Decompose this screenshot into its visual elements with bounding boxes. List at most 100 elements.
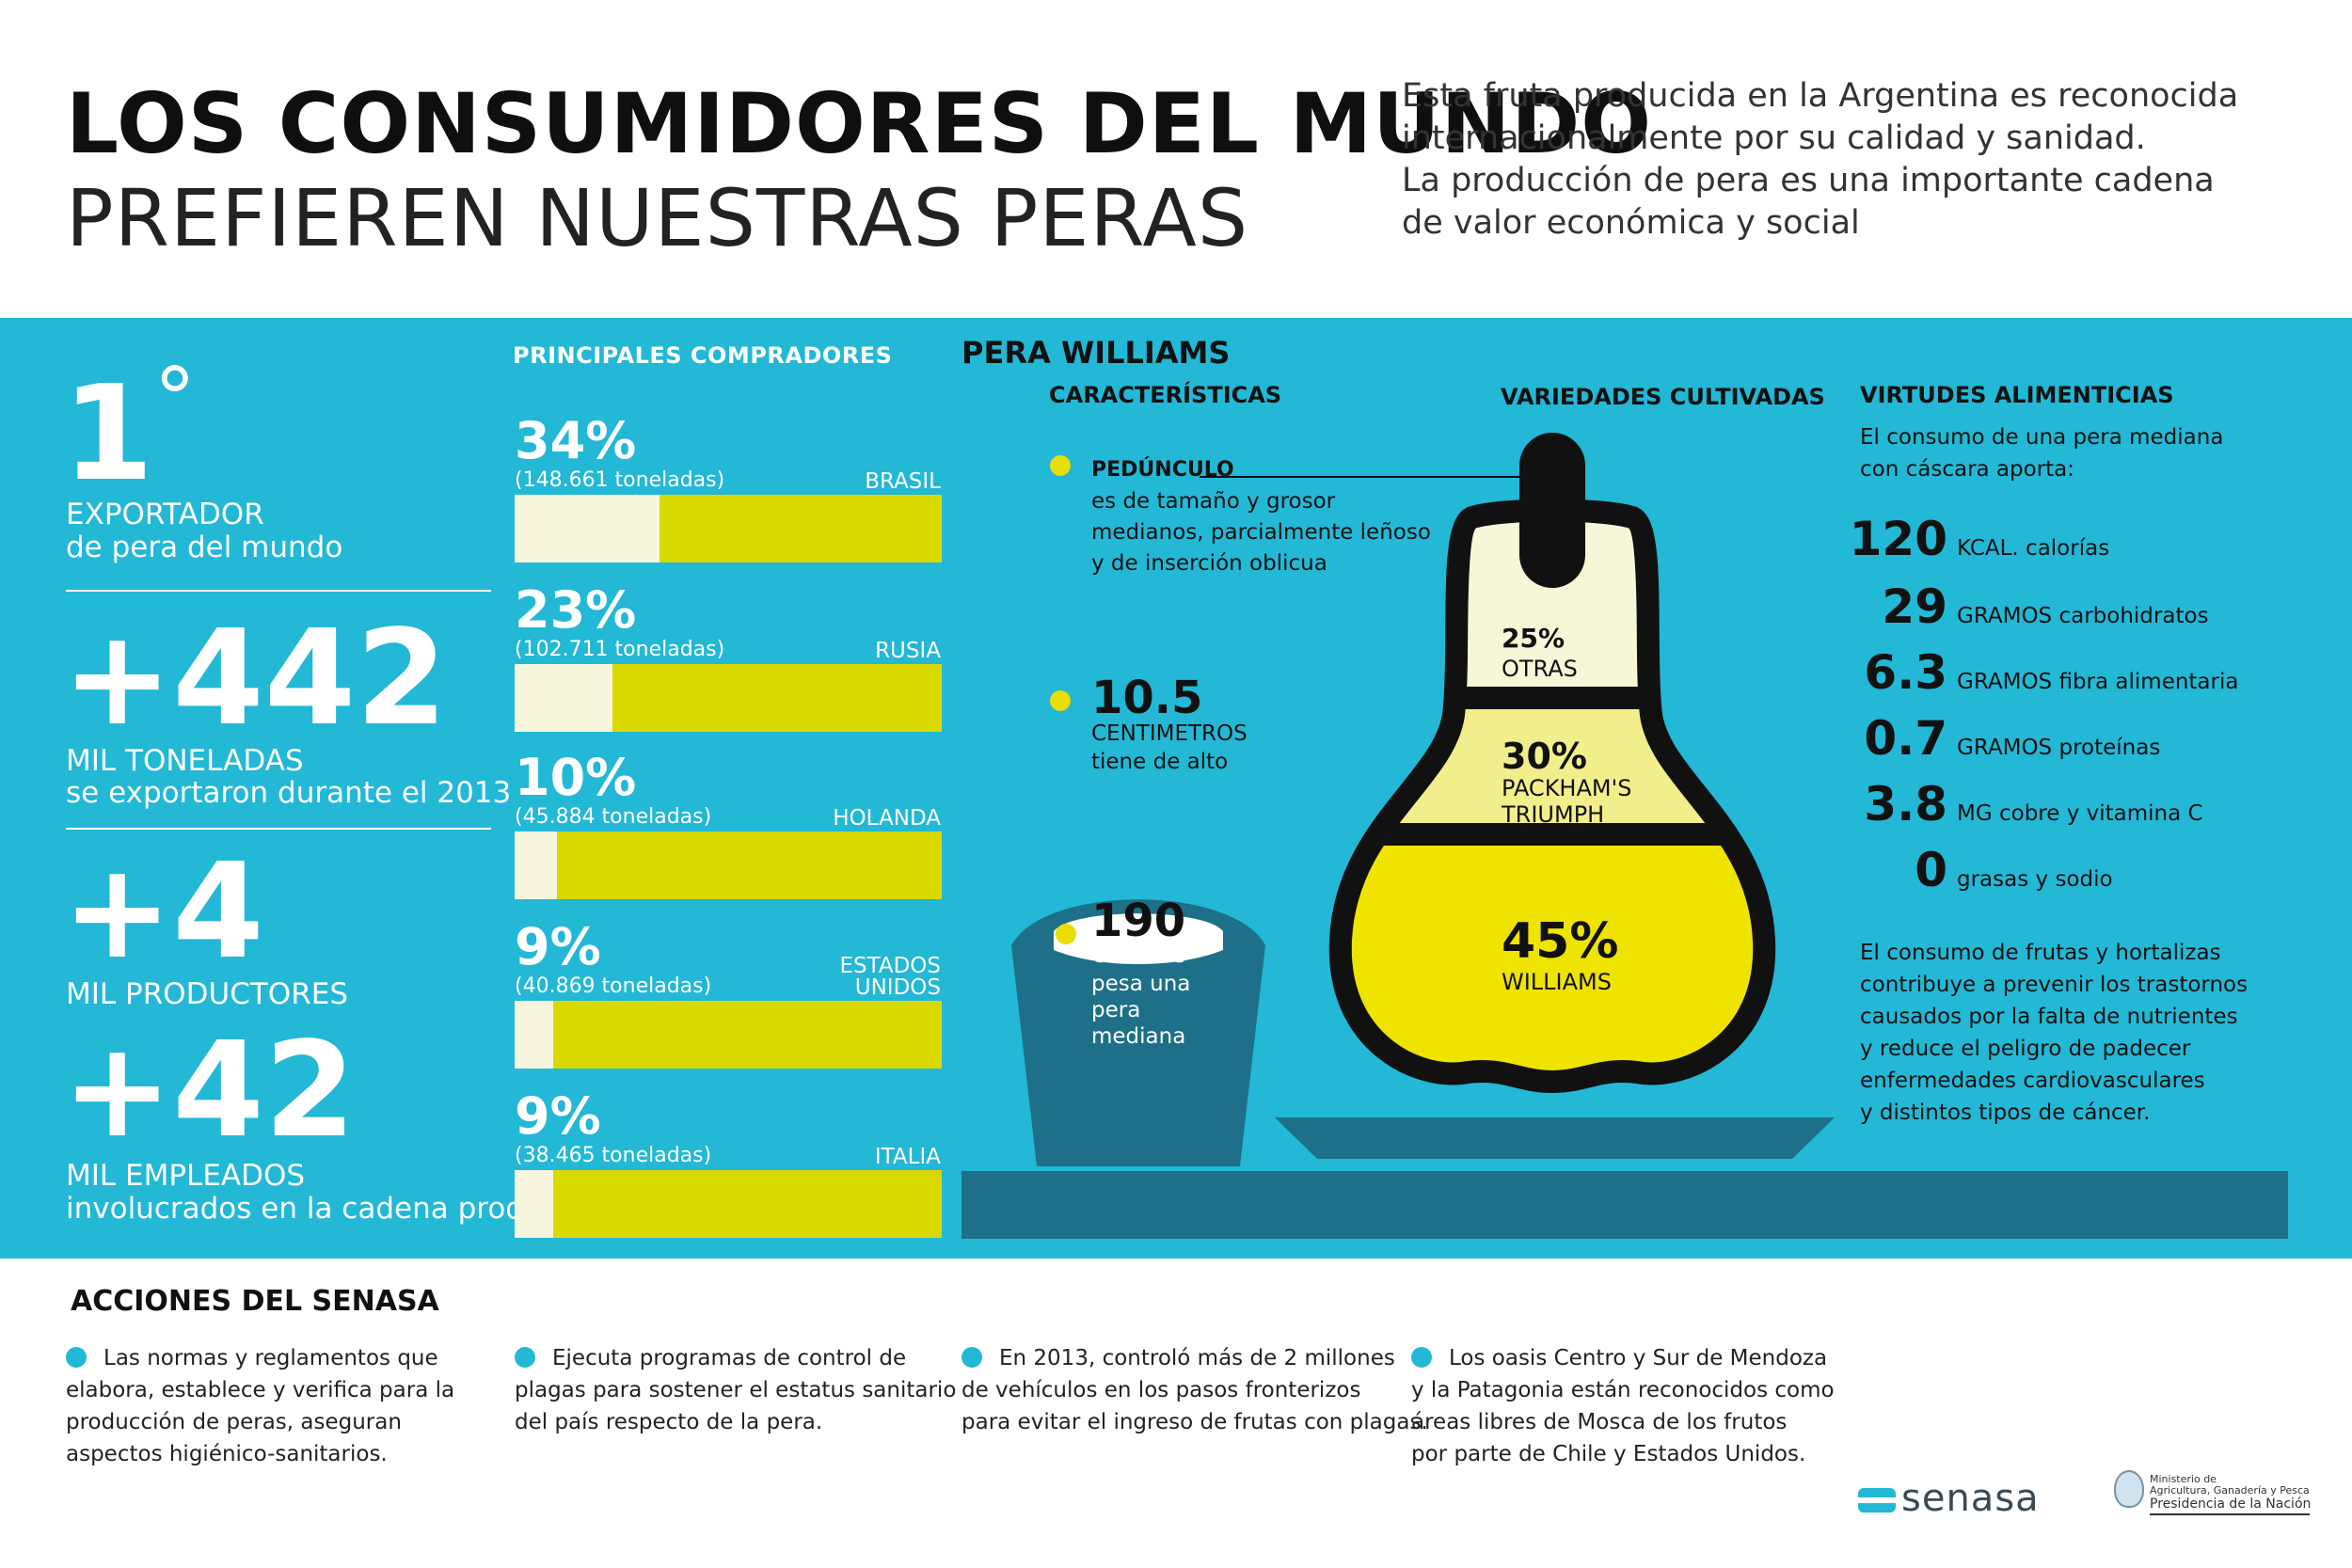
rank-label: EXPORTADOR <box>66 498 264 531</box>
virtues-heading: VIRTUDES ALIMENTICIAS <box>1860 382 2174 408</box>
virtues-closing-line: y distintos tipos de cáncer. <box>1860 1101 2151 1125</box>
peduncle-text: medianos, parcialmente leñoso <box>1091 520 1431 545</box>
buyer-bar <box>515 1001 942 1069</box>
accion-bullet <box>66 1347 87 1368</box>
buyer-pct-label: 10% <box>515 748 637 807</box>
virtues-closing-line: y reduce el peligro de padecer <box>1860 1037 2191 1061</box>
intro-line: La producción de pera es una importante … <box>1402 162 2215 199</box>
accion-bullet <box>515 1347 535 1368</box>
height-bullet <box>1050 690 1071 711</box>
intro-text: Esta fruta producida en la Argentina es … <box>1402 75 2324 245</box>
pear-graphic <box>1328 433 1776 1094</box>
buyer-pct-label: 23% <box>515 580 637 640</box>
virtue-label: GRAMOS fibra alimentaria <box>1957 670 2239 694</box>
buyer-country-label: HOLANDA <box>833 806 941 831</box>
virtues-closing-line: contribuye a prevenir los trastornos <box>1860 973 2249 997</box>
virtues-closing-line: enfermedades cardiovasculares <box>1860 1069 2205 1093</box>
buyer-tons-label: (40.869 toneladas) <box>515 974 712 998</box>
weight-bullet <box>1056 924 1076 944</box>
virtues-intro: con cáscara aporta: <box>1860 457 2075 482</box>
height-unit: CENTIMETROS <box>1091 721 1248 746</box>
buyer-country-label: ESTADOS UNIDOS <box>839 954 941 1000</box>
intro-line: internacionalmente por su calidad y sani… <box>1402 119 2146 157</box>
packham-label-2: TRIUMPH <box>1502 801 1605 828</box>
page-subtitle: PREFIEREN NUESTRAS PERAS <box>66 172 1249 264</box>
buyer-tons-label: (38.465 toneladas) <box>515 1144 712 1167</box>
otras-pct: 25% <box>1502 623 1565 654</box>
buyer-bar <box>515 1170 942 1238</box>
virtue-value: 6.3 <box>1864 645 1947 700</box>
tons-value: +442 <box>62 602 448 755</box>
pear-tray <box>1275 1117 1835 1159</box>
packham-label-1: PACKHAM'S <box>1502 775 1632 801</box>
buyer-bar <box>515 664 942 732</box>
weight-text: pera <box>1091 998 1141 1022</box>
buyer-tons-label: (45.884 toneladas) <box>515 805 712 829</box>
packham-pct: 30% <box>1502 736 1587 777</box>
peduncle-title: PEDÚNCULO <box>1091 458 1234 482</box>
virtue-label: KCAL. calorías <box>1957 536 2110 561</box>
stats-divider <box>66 828 491 830</box>
buyer-bar <box>515 495 942 562</box>
buyer-country-label: RUSIA <box>875 639 941 663</box>
virtue-label: MG cobre y vitamina C <box>1957 801 2203 826</box>
height-value: 10.5 <box>1091 672 1203 724</box>
producers-label: MIL PRODUCTORES <box>66 977 348 1011</box>
virtue-label: GRAMOS carbohidratos <box>1957 604 2209 628</box>
buyer-tons-label: (148.661 toneladas) <box>515 468 725 492</box>
virtue-value: 0.7 <box>1864 711 1947 766</box>
virtue-value: 0 <box>1915 843 1947 897</box>
intro-line: de valor económica y social <box>1402 204 1860 242</box>
buyer-bar-fill <box>515 832 557 899</box>
characteristics-heading: CARACTERÍSTICAS <box>1049 382 1282 408</box>
weight-value: 190 <box>1091 895 1186 947</box>
page-title: LOS CONSUMIDORES DEL MUNDO <box>66 75 1653 172</box>
buyer-bar-fill <box>515 1001 553 1069</box>
virtues-intro: El consumo de una pera mediana <box>1860 425 2224 450</box>
buyer-bar-fill <box>515 1170 553 1238</box>
intro-line: Esta fruta producida en la Argentina es … <box>1402 77 2239 115</box>
buyer-country-label: BRASIL <box>865 469 941 494</box>
accion-item: Las normas y reglamentos que elabora, est… <box>66 1346 455 1466</box>
williams-pct: 45% <box>1502 913 1619 970</box>
rank-sublabel: de pera del mundo <box>66 531 343 564</box>
virtues-closing-line: El consumo de frutas y hortalizas <box>1860 941 2221 965</box>
buyer-pct-label: 9% <box>515 917 601 976</box>
tons-label: MIL TONELADAS <box>66 744 304 778</box>
varieties-heading: VARIEDADES CULTIVADAS <box>1501 384 1825 410</box>
buyer-pct-label: 34% <box>515 411 637 470</box>
buyer-bar-fill <box>515 664 612 732</box>
degree-symbol: ° <box>153 350 197 449</box>
tons-sublabel: se exportaron durante el 2013 <box>66 776 512 810</box>
peduncle-bullet <box>1050 455 1071 476</box>
producers-value: +4 <box>62 835 264 989</box>
accion-item: En 2013, controló más de 2 millones de ve… <box>961 1346 1428 1434</box>
ministry-logo: Ministerio de Agricultura, Ganadería y P… <box>2114 1470 2311 1515</box>
stats-divider <box>66 590 491 592</box>
buyer-pct-label: 9% <box>515 1086 601 1146</box>
employees-value: +42 <box>62 1014 357 1167</box>
buyers-heading: PRINCIPALES COMPRADORES <box>513 342 893 369</box>
peduncle-text: y de inserción oblicua <box>1091 551 1327 576</box>
rank-number: 1° <box>62 350 197 511</box>
senasa-logo: senasa <box>1858 1477 2040 1520</box>
peduncle-pointer <box>1200 476 1552 478</box>
otras-label: OTRAS <box>1502 656 1578 682</box>
buyer-tons-label: (102.711 toneladas) <box>515 638 725 661</box>
employees-label: MIL EMPLEADOS <box>66 1159 306 1193</box>
accion-item: Los oasis Centro y Sur de Mendoza y la Pa… <box>1411 1346 1835 1466</box>
buyer-bar <box>515 832 942 899</box>
senasa-mark-icon <box>1858 1488 1896 1513</box>
accion-bullet <box>961 1347 982 1368</box>
buyer-bar-fill <box>515 495 660 562</box>
virtue-label: grasas y sodio <box>1957 867 2113 892</box>
weight-text: pesa una <box>1091 972 1191 996</box>
coat-of-arms-icon <box>2114 1470 2144 1508</box>
accion-item: Ejecuta programas de control de plagas pa… <box>515 1346 957 1434</box>
virtue-label: GRAMOS proteínas <box>1957 736 2161 760</box>
acciones-heading: ACCIONES DEL SENASA <box>71 1285 439 1318</box>
buyer-country-label: ITALIA <box>874 1145 941 1169</box>
virtue-value: 120 <box>1849 512 1947 566</box>
peduncle-text: es de tamaño y grosor <box>1091 489 1336 514</box>
accion-bullet <box>1411 1347 1432 1368</box>
